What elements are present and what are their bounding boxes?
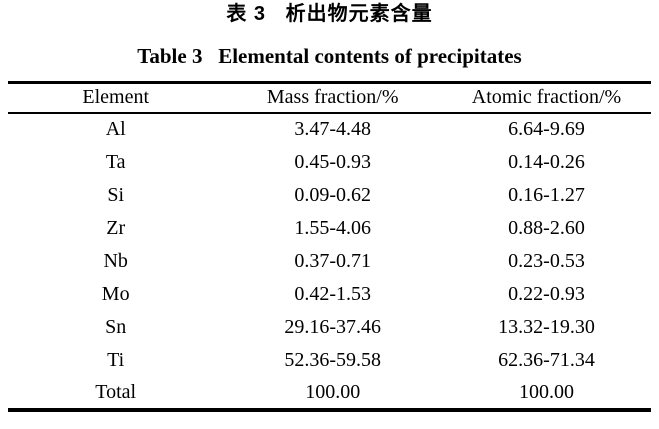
table-cell: 6.64-9.69 <box>508 118 585 140</box>
table-cell: 100.00 <box>305 380 361 403</box>
table-cell: 52.36-59.58 <box>284 348 382 371</box>
table-row: Ta 0.45-0.93 0.14-0.26 <box>8 146 651 179</box>
table-cell: Ti <box>107 348 125 371</box>
table-cell: 0.45-0.93 <box>294 150 372 173</box>
table-cell: Mo <box>101 282 130 305</box>
table-cell: 0.23-0.53 <box>508 249 585 272</box>
table-cell: 62.36-71.34 <box>498 348 595 371</box>
table-cell: 0.14-0.26 <box>508 150 585 173</box>
table-cell: Si <box>107 183 125 206</box>
precipitates-table: Element Mass fraction/% Atomic fraction/… <box>8 81 651 412</box>
table-cell: 29.16-37.46 <box>284 315 382 338</box>
table-caption-chinese: 表 3 析出物元素含量 <box>226 3 433 25</box>
table-cell: 0.16-1.27 <box>508 183 585 206</box>
table-caption-english: Table 3 Elemental contents of precipitat… <box>137 44 522 68</box>
table-cell: 13.32-19.30 <box>498 315 595 338</box>
table-cell: Al <box>105 118 126 140</box>
table-cell: 3.47-4.48 <box>294 118 372 140</box>
table-row: Si 0.09-0.62 0.16-1.27 <box>8 179 651 212</box>
table-cell: 0.42-1.53 <box>294 282 372 305</box>
table-cell: 0.88-2.60 <box>508 216 585 239</box>
column-header-atomic-fraction: Atomic fraction/% <box>471 86 622 109</box>
table-cell: 100.00 <box>519 380 574 403</box>
table-cell: 1.55-4.06 <box>294 216 372 239</box>
table-cell: Total <box>95 380 137 403</box>
table-header-row: Element Mass fraction/% Atomic fraction/… <box>8 83 651 113</box>
table-row: Al 3.47-4.48 6.64-9.69 <box>8 113 651 146</box>
table-body: Al 3.47-4.48 6.64-9.69 Ta 0.45-0.93 0.14-0.26… <box>8 113 651 410</box>
table-cell: Sn <box>105 315 127 338</box>
table-row: Ti 52.36-59.58 62.36-71.34 <box>8 344 651 377</box>
table-row: Mo 0.42-1.53 0.22-0.93 <box>8 278 651 311</box>
table-cell: 0.22-0.93 <box>508 282 585 305</box>
table-row: Zr 1.55-4.06 0.88-2.60 <box>8 212 651 245</box>
table-cell: Nb <box>103 249 128 272</box>
table-cell: Ta <box>105 150 126 173</box>
table-row: Total 100.00 100.00 <box>8 377 651 410</box>
table-cell: 0.37-0.71 <box>294 249 372 272</box>
table-cell: 0.09-0.62 <box>294 183 372 206</box>
column-header-mass-fraction: Mass fraction/% <box>266 86 399 109</box>
column-header-element: Element <box>82 86 150 109</box>
table-row: Sn 29.16-37.46 13.32-19.30 <box>8 311 651 344</box>
table-row: Nb 0.37-0.71 0.23-0.53 <box>8 245 651 278</box>
table-cell: Zr <box>106 216 126 239</box>
